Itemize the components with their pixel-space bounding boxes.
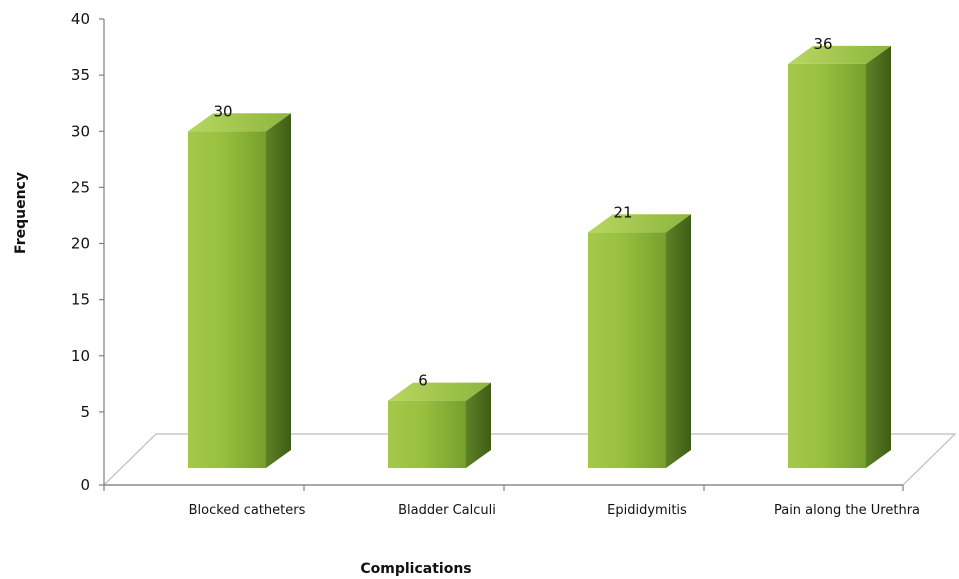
bar — [788, 63, 866, 469]
x-category-label: Blocked catheters — [189, 503, 306, 518]
x-category-label: Pain along the Urethra — [774, 503, 920, 518]
bar-top — [788, 45, 891, 64]
y-tick-label: 40 — [71, 10, 90, 28]
y-tick-label: 0 — [80, 476, 90, 494]
data-label: 21 — [613, 203, 632, 221]
y-tick-label: 35 — [71, 66, 90, 84]
y-tick-label: 25 — [71, 178, 90, 196]
bar-group — [188, 113, 291, 468]
y-tick-label: 10 — [71, 347, 90, 365]
bar-top — [588, 214, 691, 233]
y-tick-label: 30 — [71, 122, 90, 140]
bar-side — [666, 214, 691, 468]
bar — [588, 232, 666, 468]
bar-group — [388, 382, 491, 468]
y-tick-label: 5 — [80, 403, 90, 421]
bar-group — [788, 45, 891, 469]
bar-side — [466, 382, 491, 468]
x-category-label: Epididymitis — [607, 503, 687, 518]
x-axis-labels: Blocked catheters Bladder Calculi Epididym… — [189, 503, 920, 518]
y-axis-title: Frequency — [13, 172, 29, 254]
bar — [188, 131, 266, 468]
y-tick-label: 15 — [71, 291, 90, 309]
data-label: 30 — [213, 102, 232, 120]
y-tick-label: 20 — [71, 235, 90, 253]
data-labels: 30 6 21 36 — [213, 35, 832, 390]
bar — [388, 400, 466, 468]
data-label: 6 — [418, 372, 428, 390]
y-axis: 0 5 10 15 20 25 30 35 40 — [71, 10, 904, 494]
bar-side — [866, 45, 891, 469]
data-label: 36 — [813, 35, 832, 53]
bar-side — [266, 113, 291, 468]
bar-top — [388, 382, 491, 401]
bar-group — [588, 214, 691, 468]
x-category-label: Bladder Calculi — [398, 503, 496, 518]
bar-top — [188, 113, 291, 132]
x-axis-title: Complications — [360, 561, 471, 577]
bar-series — [188, 45, 891, 469]
